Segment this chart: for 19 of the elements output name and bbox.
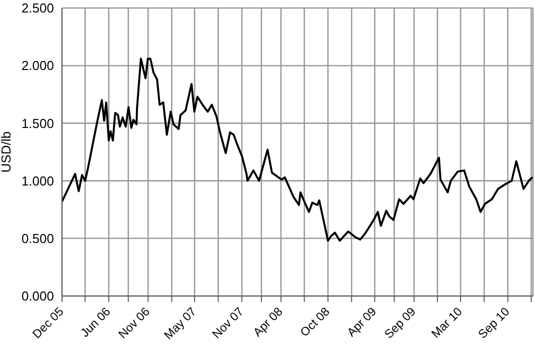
x-tick-label: Apr 09 (344, 304, 380, 340)
y-axis-title: USD/lb (0, 131, 14, 173)
x-tick-label: Apr 08 (250, 304, 286, 340)
y-tick-label: 0.500 (21, 231, 54, 246)
x-tick-label: Oct 08 (297, 304, 333, 340)
x-tick-label: Nov 06 (116, 304, 153, 342)
y-tick-label: 1.500 (21, 116, 54, 131)
x-tick-label: Jun 06 (78, 304, 114, 340)
x-tick-label: Mar 10 (428, 304, 466, 341)
y-tick-label: 1.000 (21, 173, 54, 188)
x-tick-label: Nov 07 (209, 304, 246, 342)
line-series (62, 58, 533, 242)
x-tick-label: Sep 10 (475, 304, 512, 342)
y-tick-label: 0.000 (21, 288, 54, 304)
x-tick-label: May 07 (161, 304, 200, 342)
x-tick-label: Sep 09 (382, 304, 419, 342)
x-tick-label: Dec 05 (30, 304, 67, 342)
y-tick-label: 2.000 (21, 58, 54, 74)
y-tick-label: 2.500 (21, 0, 54, 16)
